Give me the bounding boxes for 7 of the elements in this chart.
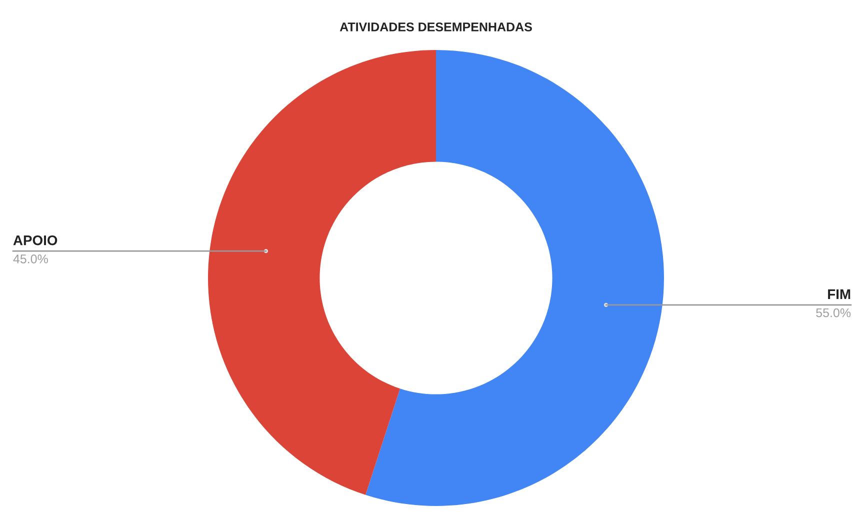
donut-slice — [208, 50, 436, 495]
data-label: 55.0% — [816, 308, 851, 318]
donut-slice — [366, 50, 664, 506]
slice-label: FIM — [828, 289, 850, 299]
data-label: 45.0% — [13, 254, 48, 264]
chart-title: ATIVIDADES DESEMPENHADAS — [340, 22, 532, 32]
slice-label: APOIO — [13, 235, 58, 246]
